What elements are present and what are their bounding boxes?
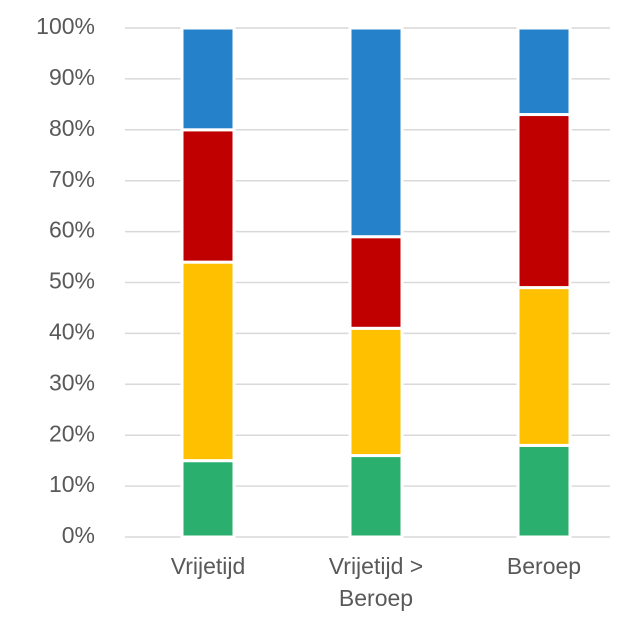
y-tick-label: 90% — [49, 64, 95, 90]
x-tick-label-box: Vrijetijd > Beroep — [328, 553, 424, 611]
x-tick-label: Vrijetijd — [170, 553, 246, 579]
y-tick-label: 20% — [49, 420, 95, 446]
x-tick-label: Beroep — [506, 553, 582, 579]
bar-segment — [516, 26, 572, 117]
y-tick-label: 50% — [49, 268, 95, 294]
y-tick-label: 60% — [49, 217, 95, 243]
y-tick-label: 100% — [36, 13, 95, 39]
x-tick-label-box: Beroep — [506, 553, 582, 579]
bar-segment — [516, 286, 572, 447]
x-tick-label-box: Vrijetijd — [170, 553, 246, 579]
bar-segment — [516, 113, 572, 290]
y-tick-label: 70% — [49, 166, 95, 192]
x-tick-label: Vrijetijd > Beroep — [328, 553, 424, 611]
bar-segment — [348, 454, 404, 539]
y-tick-label: 0% — [62, 522, 95, 548]
bar-segment — [348, 235, 404, 330]
y-tick-label: 40% — [49, 318, 95, 344]
y-tick-label: 10% — [49, 471, 95, 497]
y-tick-label: 30% — [49, 369, 95, 395]
bar-segment — [348, 326, 404, 458]
y-tick-label: 80% — [49, 115, 95, 141]
bar-segment — [348, 26, 404, 239]
bar-segment — [180, 128, 236, 264]
bar-segment — [180, 26, 236, 132]
bar-segment — [180, 260, 236, 463]
bar-segment — [180, 459, 236, 539]
bar-segment — [516, 443, 572, 539]
